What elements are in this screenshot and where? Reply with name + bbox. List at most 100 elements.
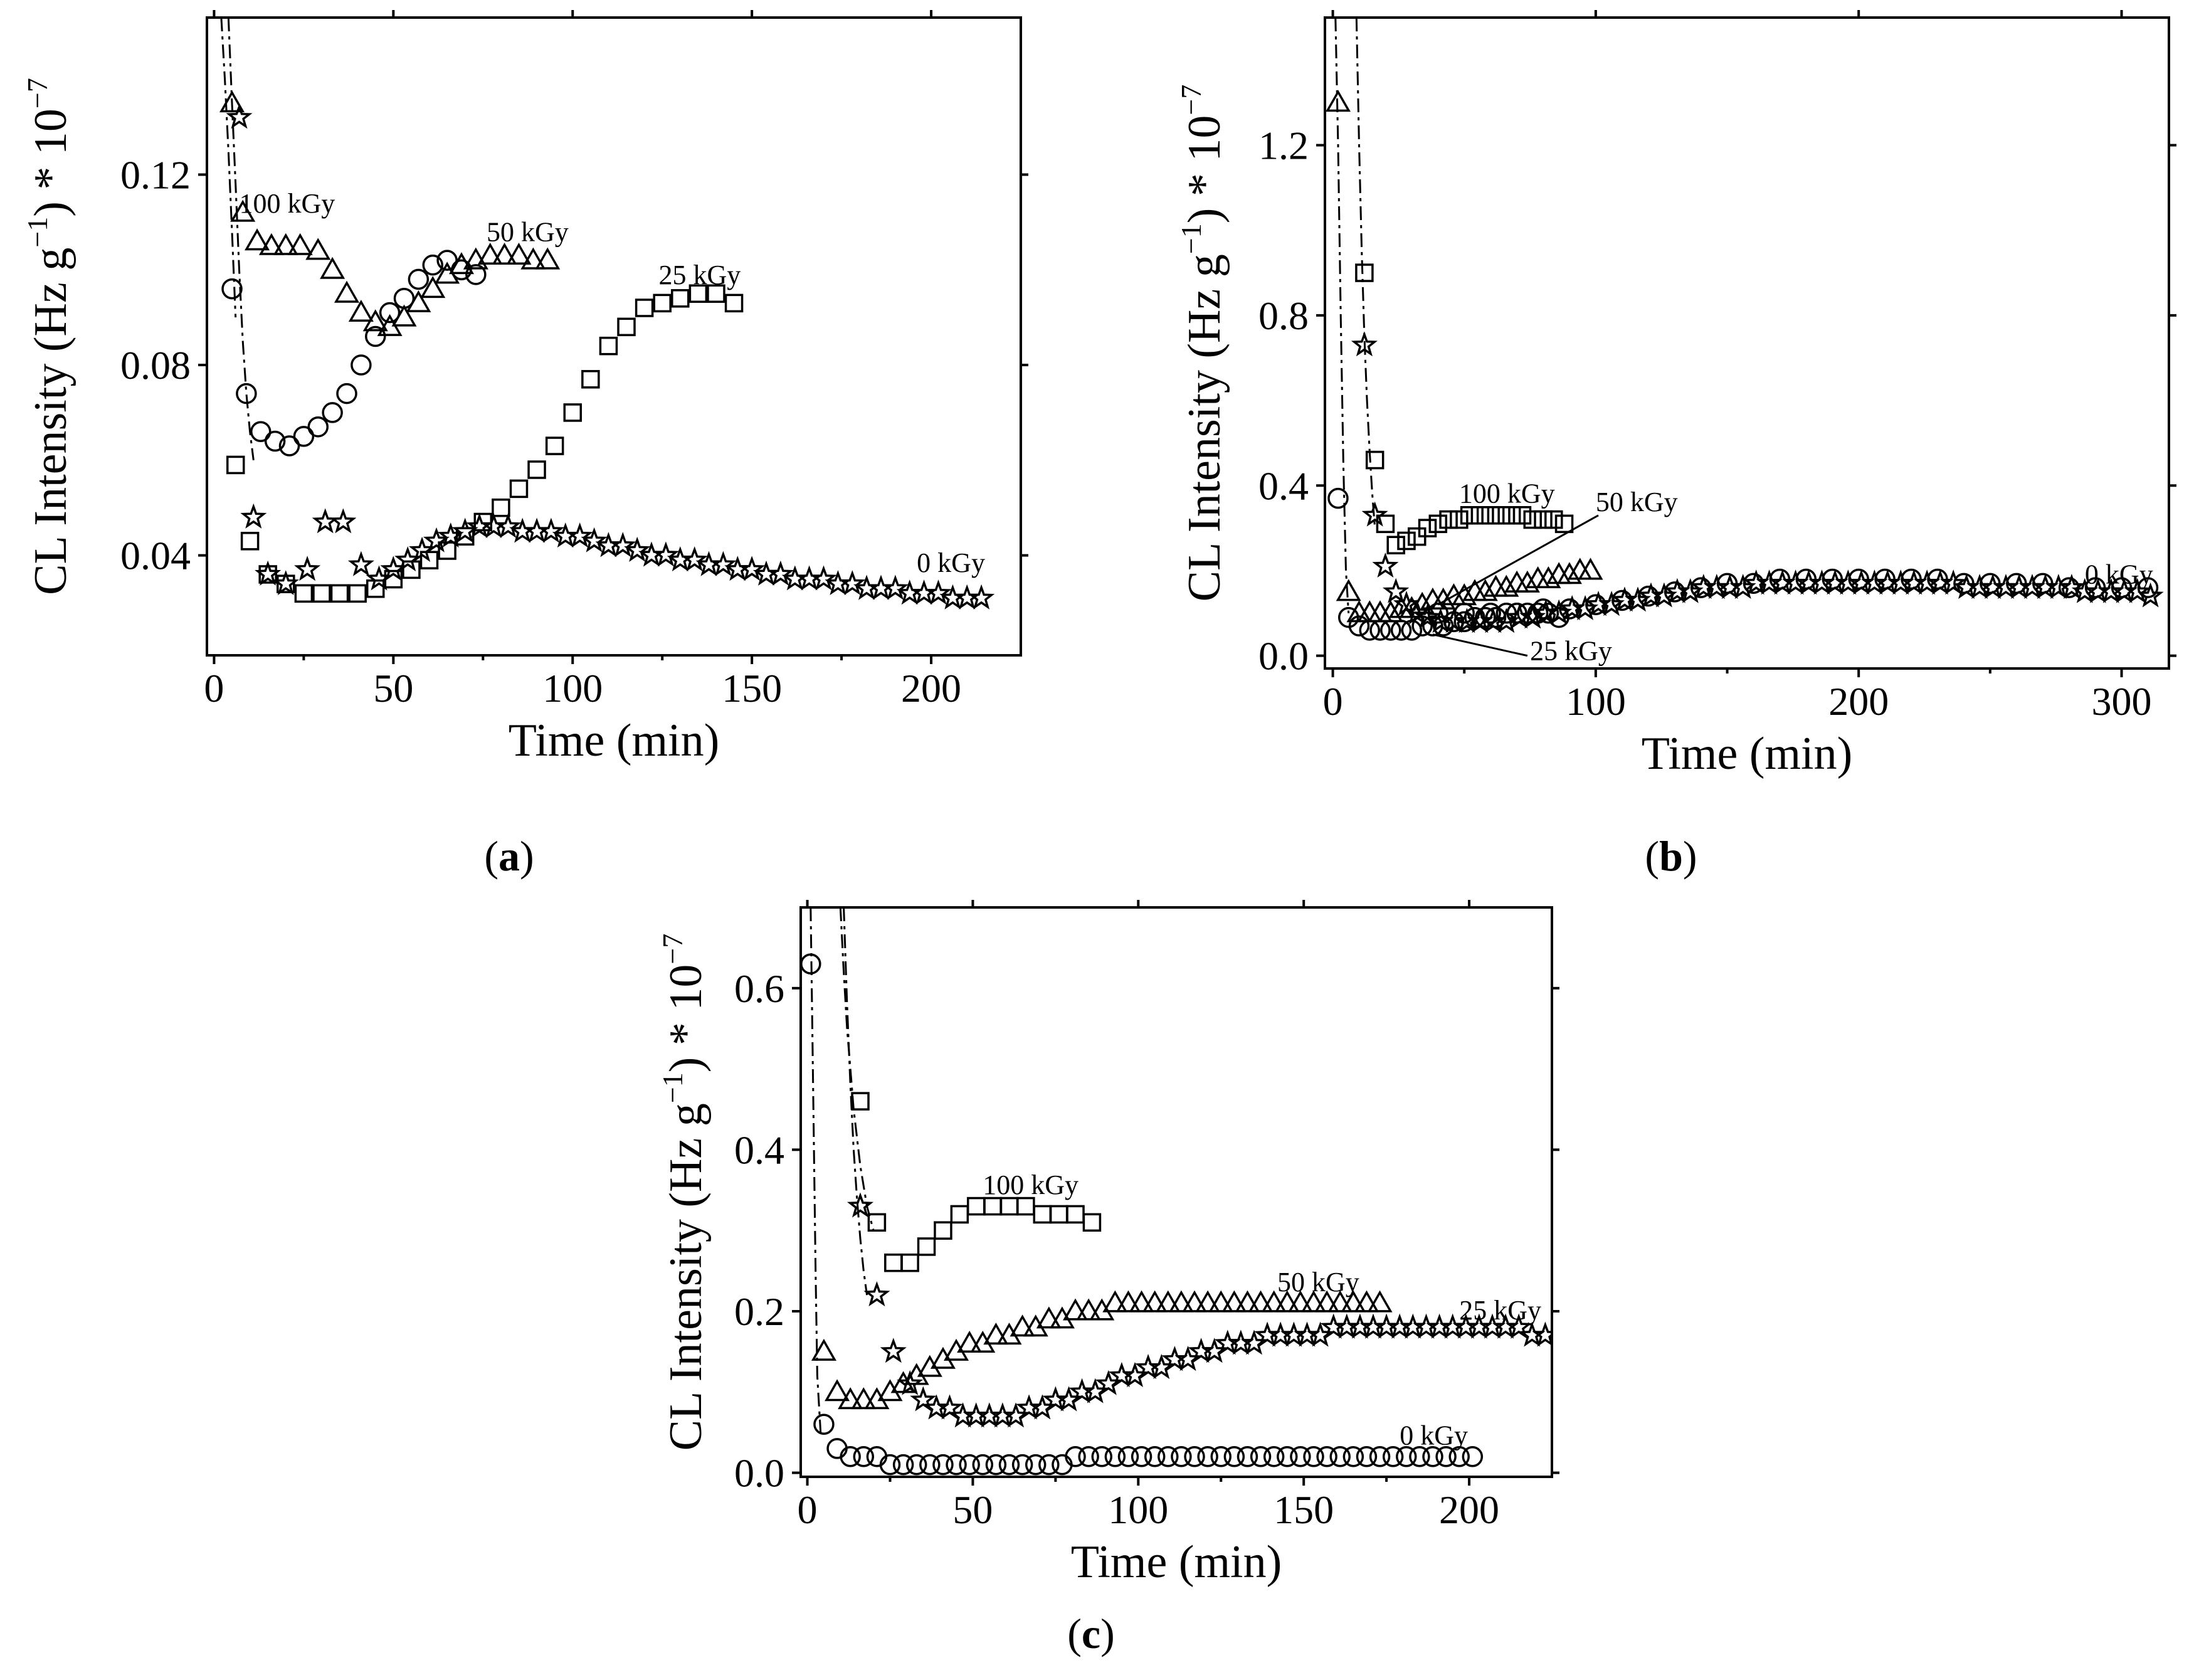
fit-line [227, 18, 255, 460]
data-point-0-kgy [801, 953, 821, 975]
data-point-0-kgy [932, 1454, 954, 1476]
series-label: 25 kGy [1530, 635, 1612, 666]
fit-line [810, 907, 822, 1433]
data-point-0-kgy-second-run [1743, 573, 1764, 594]
data-point-0-kgy [1237, 1446, 1258, 1467]
series-label: 50 kGy [487, 217, 569, 248]
data-point-0-kgy [739, 556, 766, 581]
data-point-100-kgy [258, 233, 284, 255]
data-point-0-kgy [609, 532, 636, 557]
x-axis-title: Time (min) [1642, 728, 1852, 779]
data-point-50-kgy [1274, 1290, 1300, 1313]
data-point-100-kgy [305, 238, 331, 260]
data-point-0-kgy [1303, 1446, 1324, 1467]
y-tick-label: 0.6 [734, 966, 784, 1011]
plot-area [801, 907, 1552, 1476]
fit-line [220, 18, 237, 318]
data-point-100-kgy [1397, 531, 1416, 551]
data-point-0-kgy [998, 1454, 1020, 1476]
y-axis-title: CL Intensity (Hz g−1) * 10−7 [1175, 85, 1230, 602]
data-point-100-kgy [348, 300, 374, 322]
data-point-50-kgy-triangle [420, 276, 446, 298]
data-point-0-kgy [1290, 1446, 1311, 1467]
data-point-50-kgy [1235, 1290, 1260, 1313]
data-point-0-kgy [681, 546, 708, 572]
data-point-100-kgy [334, 280, 360, 303]
data-point-50-kgy [1578, 557, 1603, 580]
series-label: 100 kGy [239, 188, 335, 219]
series-50-kgy [221, 242, 561, 457]
data-point-100-kgy [1492, 506, 1511, 525]
data-point-50-kgy-triangle [520, 247, 546, 270]
data-point-25-kgy [846, 1192, 874, 1218]
x-axis-title: Time (min) [509, 715, 719, 766]
data-point-0-kgy [380, 556, 407, 581]
x-axis-title: Time (min) [1071, 1536, 1282, 1588]
data-point-0-kgy [1197, 1446, 1218, 1467]
data-point-0-kgy [1038, 1454, 1060, 1476]
data-point-50-kgy [1155, 1290, 1181, 1313]
data-point-50-kgy [1494, 574, 1519, 597]
data-point-0-kgy [366, 565, 393, 591]
data-point-0-kgy [1435, 1446, 1457, 1467]
data-point-0-kgy-second-run [1585, 594, 1606, 615]
data-point-0-kgy [1351, 331, 1378, 357]
data-point-50-kgy [1063, 1298, 1089, 1321]
data-point-50-kgy [864, 1387, 890, 1410]
data-point-100-kgy [245, 228, 270, 251]
data-point-0-kgy [2058, 574, 2085, 600]
x-tick-label: 100 [1108, 1487, 1168, 1532]
data-point-0-kgy [882, 574, 909, 600]
data-point-0-kgy-second-run [2058, 577, 2080, 598]
chart-panel-a: 0 50 100 150 200 0.04 0.08 0.12 Time (min) CL Int… [21, 10, 1028, 880]
x-tick-label: 100 [1566, 679, 1626, 724]
data-point-0-kgy [1091, 1446, 1113, 1467]
data-point-50-kgy [1182, 1290, 1208, 1313]
data-point-50-kgy [236, 383, 257, 404]
data-point-0-kgy [946, 1454, 967, 1476]
y-tick-label: 0.4 [734, 1128, 784, 1172]
data-point-0-kgy [1184, 1446, 1205, 1467]
data-point-100-kgy [867, 1213, 887, 1232]
x-tick-label: 200 [901, 666, 961, 711]
data-point-50-kgy [1010, 1314, 1035, 1337]
data-point-50-kgy [1556, 562, 1582, 584]
data-point-0-kgy [892, 1454, 914, 1476]
series-0-kgy [801, 953, 1484, 1476]
data-point-0-kgy [985, 1454, 1007, 1476]
data-point-25-kgy [330, 584, 349, 603]
data-point-25-kgy [1532, 1321, 1552, 1347]
x-tick-label: 150 [722, 666, 782, 711]
data-point-0-kgy [1158, 1446, 1179, 1467]
fit-line [1355, 18, 1376, 529]
data-point-0-kgy-second-run [2006, 573, 2027, 594]
data-point-50-kgy [351, 354, 372, 376]
data-point-0-kgy [1316, 1446, 1337, 1467]
plot-area [219, 18, 995, 610]
data-point-100-kgy [1386, 536, 1405, 555]
series-label: 50 kGy [1596, 487, 1678, 517]
series-100-kgy [851, 1092, 1102, 1272]
data-point-50-kgy [1168, 1290, 1194, 1313]
data-point-100-kgy [1376, 514, 1395, 534]
data-point-100-kgy [1470, 506, 1490, 525]
data-point-100-kgy [1544, 510, 1563, 529]
data-point-0-kgy [1263, 1446, 1285, 1467]
y-tick-label: 0.4 [1258, 463, 1309, 508]
series-label: 0 kGy [2085, 559, 2153, 589]
data-point-0-kgy [423, 527, 450, 552]
data-point-0-kgy [840, 1446, 861, 1467]
data-point-0-kgy [972, 1454, 994, 1476]
data-point-0-kgy-second-run [1559, 598, 1580, 620]
data-point-0-kgy [2124, 578, 2151, 603]
fit-line [843, 907, 868, 1296]
data-point-25-kgy [312, 584, 331, 603]
data-point-50-kgy [1049, 1306, 1075, 1329]
data-point-0-kgy [437, 522, 464, 548]
data-point-0-kgy [1369, 1446, 1391, 1467]
data-point-0-kgy [1025, 1454, 1047, 1476]
data-point-50-kgy [1536, 566, 1561, 589]
data-point-0-kgy [1396, 1446, 1417, 1467]
data-point-0-kgy-second-run [1664, 581, 1685, 603]
